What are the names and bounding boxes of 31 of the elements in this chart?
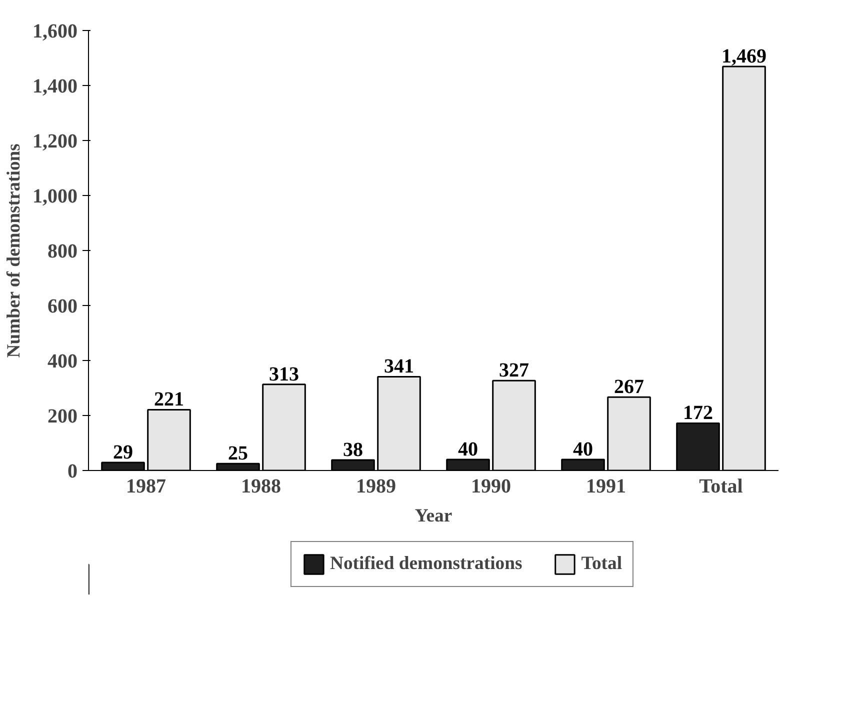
data-label: 40 bbox=[573, 438, 593, 460]
y-tick-label: 400 bbox=[48, 350, 78, 372]
x-axis-title: Year bbox=[414, 506, 452, 526]
x-tick-label: 1990 bbox=[471, 476, 511, 498]
x-tick-label: 1991 bbox=[586, 476, 626, 498]
y-tick-label: 1,600 bbox=[32, 20, 78, 42]
x-tick-label: Total bbox=[699, 476, 744, 498]
data-label: 40 bbox=[458, 438, 478, 460]
data-label: 29 bbox=[113, 442, 133, 464]
y-tick-label: 200 bbox=[48, 406, 78, 428]
y-tick-label: 1,000 bbox=[32, 186, 78, 208]
legend-label: Total bbox=[581, 553, 622, 575]
data-label: 38 bbox=[343, 439, 363, 462]
y-axis-title: Number of demonstrations bbox=[4, 144, 24, 358]
data-label: 25 bbox=[228, 442, 248, 465]
y-tick-label: 1,400 bbox=[32, 76, 78, 98]
y-tick-label: 0 bbox=[68, 460, 78, 482]
data-label: 341 bbox=[384, 356, 414, 378]
data-label: 327 bbox=[499, 360, 529, 382]
data-label: 172 bbox=[683, 402, 713, 424]
y-tick-label: 600 bbox=[48, 296, 78, 318]
x-tick-label: 1987 bbox=[126, 476, 166, 498]
data-label: 221 bbox=[154, 388, 184, 411]
y-tick-label: 1,200 bbox=[32, 130, 78, 152]
x-tick-label: 1988 bbox=[241, 476, 281, 498]
y-tick-label: 800 bbox=[48, 240, 78, 262]
data-label: 1,469 bbox=[722, 46, 766, 68]
data-label: 313 bbox=[269, 363, 299, 386]
x-tick-label: 1989 bbox=[356, 476, 396, 498]
data-label: 267 bbox=[614, 376, 644, 398]
legend-label: Notified demonstrations bbox=[330, 553, 522, 575]
